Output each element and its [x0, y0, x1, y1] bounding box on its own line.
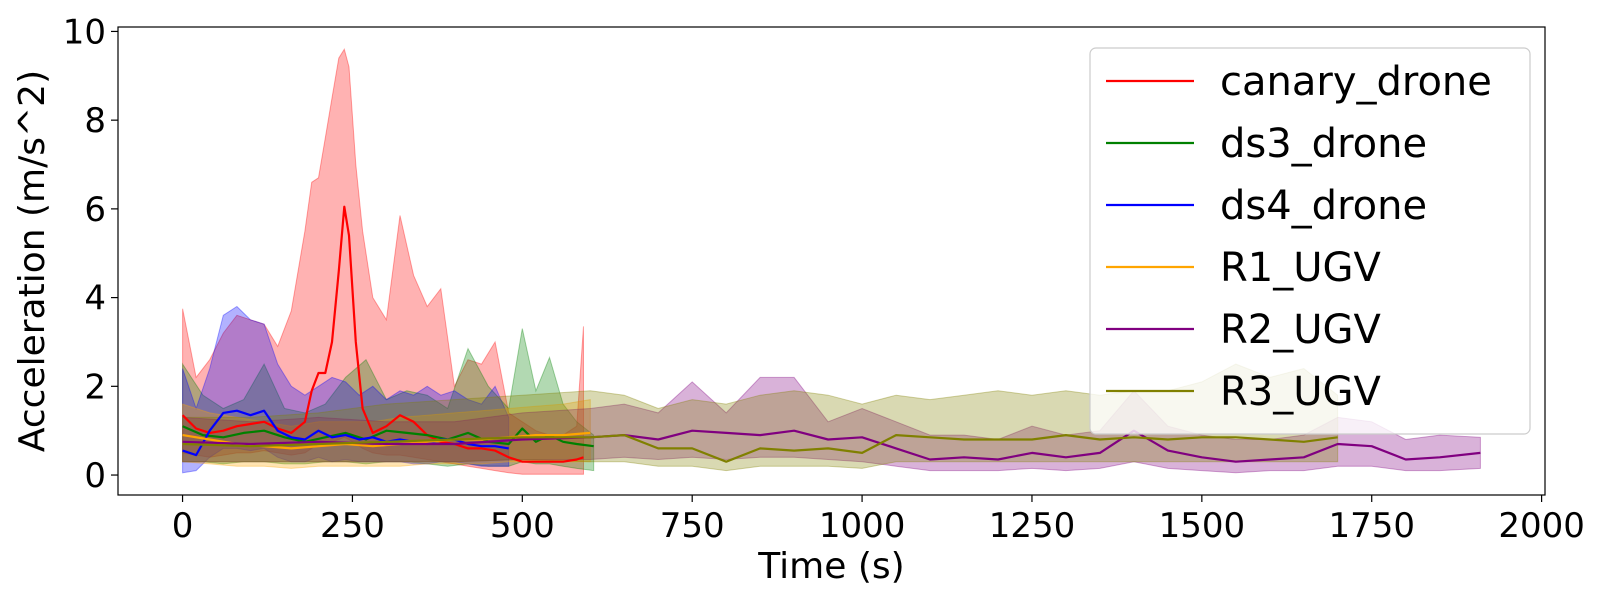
band-r1-ugv [182, 399, 591, 469]
x-tick-label: 750 [660, 506, 725, 546]
x-tick-label: 500 [490, 506, 555, 546]
legend-label-r1-ugv: R1_UGV [1220, 245, 1382, 291]
legend-label-canary-drone: canary_drone [1220, 59, 1492, 105]
y-tick-label: 8 [84, 101, 106, 141]
line-canary-drone [181, 205, 584, 463]
x-tick-label: 250 [320, 506, 385, 546]
legend-label-r3-ugv: R3_UGV [1220, 369, 1382, 415]
x-tick-label: 1750 [1328, 506, 1415, 546]
y-tick-label: 10 [63, 12, 106, 52]
plot-frame [117, 26, 1546, 496]
x-tick-label: 1000 [819, 506, 906, 546]
series-lines [181, 205, 1481, 463]
y-tick-label: 0 [84, 456, 106, 496]
x-axis-title: Time (s) [757, 546, 904, 587]
legend: canary_drone ds3_drone ds4_drone R1_UGV R2_U… [1089, 47, 1531, 435]
y-tick-label: 4 [84, 279, 106, 319]
x-tick-label: 2000 [1498, 506, 1585, 546]
y-tick-label: 2 [84, 367, 106, 407]
line-r2-ugv [182, 429, 1481, 463]
y-axis-title: Acceleration (m/s^2) [12, 70, 53, 452]
x-axis-ticks: 0 250 500 750 1000 1250 1500 1750 2000 [172, 495, 1585, 546]
line-r3-ugv [182, 434, 1338, 463]
legend-box [1089, 47, 1531, 435]
legend-label-ds4-drone: ds4_drone [1220, 183, 1427, 229]
legend-label-ds3-drone: ds3_drone [1220, 121, 1427, 167]
y-axis-ticks: 0 2 4 6 8 10 [63, 12, 118, 496]
x-tick-label: 1500 [1159, 506, 1246, 546]
legend-label-r2-ugv: R2_UGV [1220, 307, 1382, 353]
x-tick-label: 1250 [989, 506, 1076, 546]
x-tick-label: 0 [172, 506, 194, 546]
y-tick-label: 6 [84, 190, 106, 230]
